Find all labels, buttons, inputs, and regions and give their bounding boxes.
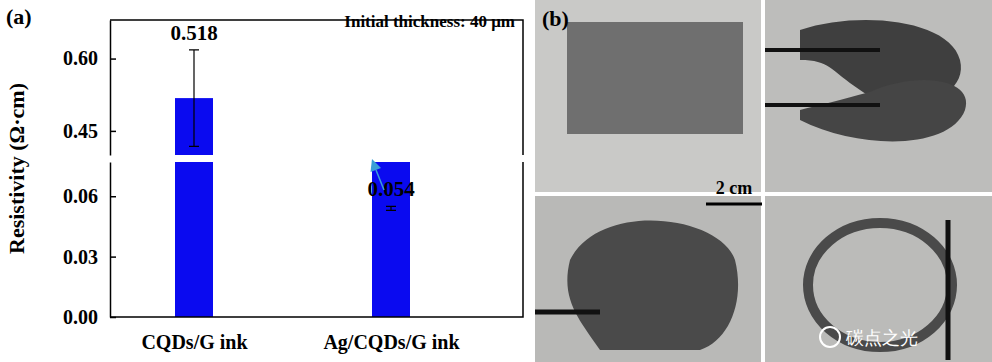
tweezers xyxy=(946,220,951,360)
photo-panel: (b) 2 cm 碳点之光 xyxy=(535,0,992,362)
tick-label: 0.03 xyxy=(63,246,98,268)
tick-mark xyxy=(110,58,116,60)
data-label: 0.518 xyxy=(170,21,217,45)
tick-mark xyxy=(110,196,116,198)
tick-mark xyxy=(110,131,116,133)
sheet xyxy=(567,220,738,350)
axis-line xyxy=(110,21,112,156)
tick-label: CQDs/G ink xyxy=(141,331,248,353)
photo xyxy=(535,196,761,362)
tick-mark xyxy=(110,317,116,319)
scale-bar xyxy=(706,203,762,206)
tick: 0.03 xyxy=(63,246,116,268)
photo xyxy=(765,0,992,192)
frame xyxy=(110,20,523,317)
tweezers xyxy=(535,310,600,315)
tick: Ag/CQDs/G ink xyxy=(323,317,460,354)
error-bar-line xyxy=(189,50,199,146)
sheet xyxy=(808,223,952,347)
arrow-shaft xyxy=(376,170,384,190)
arrow xyxy=(371,159,385,190)
tick-label: 0.60 xyxy=(63,47,98,69)
tick: 0.60 xyxy=(63,47,116,69)
tick: 0.45 xyxy=(63,120,116,142)
scale-bar-label: 2 cm xyxy=(716,178,752,198)
sheet xyxy=(800,80,966,141)
data-label: 0.054 xyxy=(367,177,415,201)
tick-label: Ag/CQDs/G ink xyxy=(323,331,460,354)
tick-label: 0.45 xyxy=(63,120,98,142)
tick-label: 0.06 xyxy=(63,185,98,207)
tick-label: 0.00 xyxy=(63,306,98,328)
axis-line xyxy=(110,163,112,318)
error-bar xyxy=(189,50,199,146)
bar xyxy=(175,162,213,317)
arrow-head xyxy=(371,159,382,172)
panel-label: (b) xyxy=(542,6,569,31)
watermark: 碳点之光 xyxy=(845,328,918,348)
tick: 0.00 xyxy=(63,306,116,328)
error-bars xyxy=(189,50,396,210)
tick: CQDs/G ink xyxy=(141,317,248,353)
tweezers xyxy=(765,50,880,105)
panel-label: (a) xyxy=(6,4,32,29)
frame-line xyxy=(110,20,523,317)
y-axis-lower: 0.00 0.03 0.06 xyxy=(63,163,116,328)
axis-break xyxy=(106,156,527,161)
x-axis: CQDs/G ink Ag/CQDs/G ink xyxy=(141,317,460,354)
photo xyxy=(535,0,761,192)
watermark-icon xyxy=(820,327,840,347)
error-bar-line xyxy=(386,206,396,210)
figure: 0.00 0.03 0.06 0.45 0.60 CQDs/G ink Ag/CQDs/G … xyxy=(0,0,992,362)
annotation: Initial thickness: 40 μm xyxy=(344,12,515,31)
error-bar xyxy=(386,206,396,210)
tick-mark xyxy=(110,256,116,258)
y-axis-title: Resistivity (Ω·cm) xyxy=(4,83,29,254)
sheet xyxy=(567,22,743,134)
photo xyxy=(765,196,992,362)
y-axis-upper: 0.45 0.60 xyxy=(63,21,116,156)
tick: 0.06 xyxy=(63,185,116,207)
